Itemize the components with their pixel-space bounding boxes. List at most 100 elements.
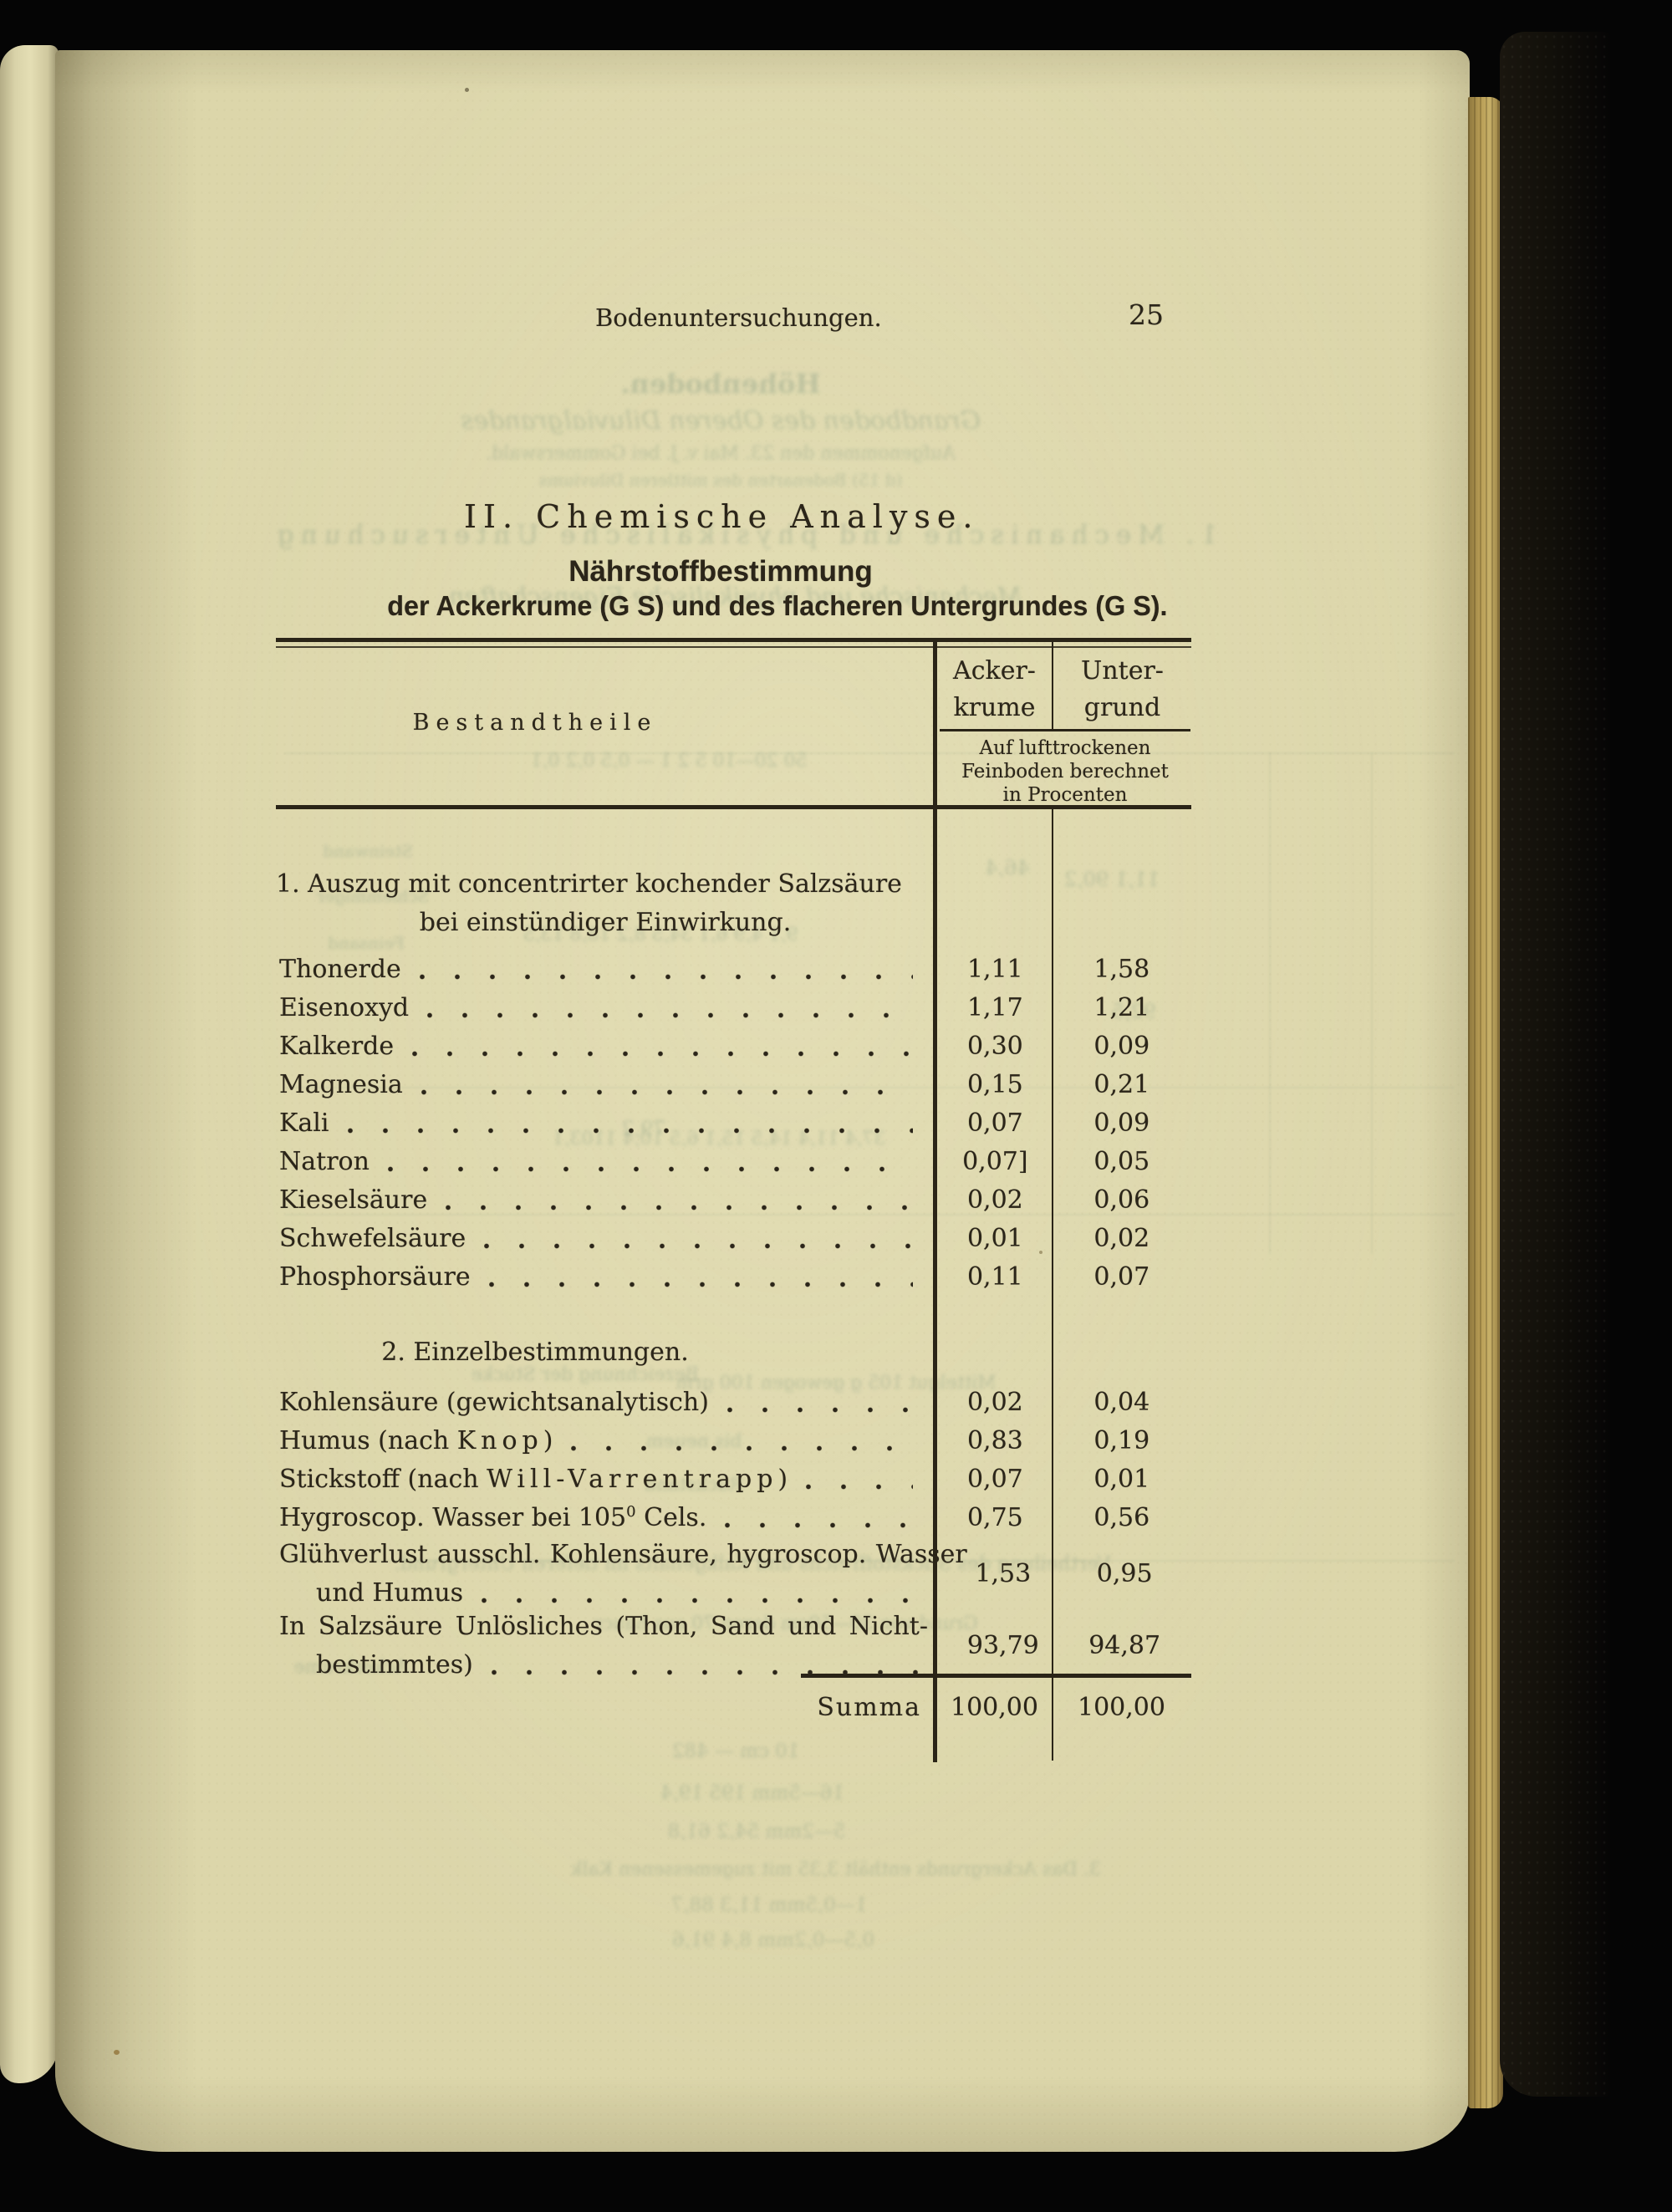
bleedthrough-text: 16—5mm 195 19,4	[660, 1782, 845, 1804]
table-row: Kalkerde 0,30 0,09	[276, 1032, 1191, 1062]
gutter-shadow	[55, 50, 1470, 2152]
row-label: Magnesia	[276, 1070, 938, 1100]
value-untergrund: 0,95	[1096, 1559, 1153, 1588]
value-ackerkrume: 0,07	[966, 1109, 1023, 1138]
value-untergrund: 0,05	[1093, 1147, 1150, 1176]
dot-leader	[491, 1669, 924, 1675]
value-ackerkrume: 1,17	[966, 993, 1023, 1022]
value-untergrund: 1,21	[1093, 993, 1150, 1022]
dot-leader	[571, 1445, 914, 1451]
dot-leader	[347, 1128, 914, 1134]
value-untergrund: 1,58	[1093, 955, 1150, 984]
dot-leader	[488, 1282, 914, 1287]
bleedthrough-text: 0,5—0,2mm 8,4 91,6	[671, 1929, 875, 1951]
paper-speck	[114, 2050, 120, 2055]
summa-label: Summa	[817, 1693, 921, 1722]
row-label: Hygroscop. Wasser bei 1050 Cels.	[276, 1503, 938, 1533]
value-ackerkrume: 0,02	[966, 1185, 1023, 1215]
dot-leader	[482, 1598, 924, 1603]
row-label: Natron	[276, 1147, 938, 1177]
row-label: Eisenoxyd	[276, 993, 938, 1023]
row-label: Kalkerde	[276, 1032, 938, 1062]
table-rule-top-thick	[276, 638, 1191, 642]
section-title: II. Chemische Analyse.	[464, 498, 980, 535]
value-untergrund: 94,87	[1088, 1631, 1161, 1660]
column-header-ackerkrume: krume	[953, 693, 1036, 722]
bleedthrough-rule	[284, 1087, 1455, 1088]
row-label: und Humus	[276, 1578, 948, 1608]
value-ackerkrume: 1,53	[975, 1559, 1032, 1588]
page-paper	[55, 50, 1470, 2152]
bleedthrough-rule	[284, 752, 1455, 754]
dot-leader	[806, 1484, 914, 1490]
value-ackerkrume: 0,11	[966, 1262, 1023, 1292]
bleedthrough-rule	[1371, 752, 1373, 1254]
table-caption-line1: Nährstoffbestimmung	[568, 555, 873, 588]
dot-leader	[421, 1089, 914, 1095]
row-label-line1: In Salzsäure Unlösliches (Thon, Sand und…	[279, 1612, 928, 1641]
table-caption-line2: der Ackerkrume (G S) und des flacheren U…	[387, 590, 1168, 621]
table-row: Eisenoxyd 1,17 1,21	[276, 993, 1191, 1023]
running-head: Bodenuntersuchungen.	[595, 303, 882, 332]
table-rule-header-bottom	[276, 805, 1191, 809]
row-label: Kali	[276, 1109, 938, 1139]
summa-untergrund: 100,00	[1078, 1693, 1165, 1722]
value-ackerkrume: 0,01	[966, 1224, 1023, 1253]
value-ackerkrume: 0,83	[966, 1426, 1023, 1455]
value-untergrund: 0,02	[1093, 1224, 1150, 1253]
summa-ackerkrume: 100,00	[951, 1693, 1038, 1722]
bleedthrough-text: (d 15) Bodenarten des mittleren Diluvium…	[538, 470, 903, 490]
table-row: Stickstoff (nach Will-Varrentrapp) 0,07 0,…	[276, 1465, 1191, 1495]
bleedthrough-rule	[284, 1560, 1455, 1562]
value-ackerkrume: 0,75	[966, 1503, 1023, 1532]
paper-speck	[465, 88, 469, 92]
page-stack-edge	[1468, 97, 1503, 2108]
value-untergrund: 0,07	[1093, 1262, 1150, 1292]
column-subheader: in Procenten	[1002, 784, 1128, 806]
dot-leader	[726, 1407, 914, 1413]
value-untergrund: 0,01	[1093, 1465, 1150, 1494]
row-label: Thonerde	[276, 955, 938, 985]
column-header-untergrund: grund	[1083, 693, 1161, 722]
facing-page-edge	[0, 45, 59, 2083]
bleedthrough-text: 1—0,5mm 11,3 88,7	[670, 1894, 868, 1916]
table-row: Humus (nach Knop) 0,83 0,19	[276, 1426, 1191, 1456]
row-label-line1: Glühverlust ausschl. Kohlensäure, hygros…	[279, 1540, 967, 1569]
bleedthrough-text: 5—2mm 54,2 61,8	[667, 1821, 846, 1842]
bleedthrough-text: Aufgenommen den 23. Mai v. J. bei Gommer…	[486, 443, 956, 464]
bleedthrough-rule	[284, 1214, 1455, 1216]
page-number: 25	[1129, 298, 1164, 331]
dot-leader	[446, 1205, 914, 1210]
paper-texture	[55, 50, 1470, 2152]
value-ackerkrume: 0,07	[966, 1465, 1023, 1494]
row-label: Kieselsäure	[276, 1185, 938, 1216]
section1-heading: 1. Auszug mit concentrirter kochender Sa…	[276, 869, 902, 899]
value-untergrund: 0,04	[1093, 1388, 1150, 1417]
row-label: Phosphorsäure	[276, 1262, 938, 1292]
value-ackerkrume: 93,79	[966, 1631, 1039, 1660]
dot-leader	[484, 1243, 914, 1249]
table-row: bestimmtes) 93,79 94,87	[276, 1631, 1191, 1680]
bleedthrough-text: 3. Das Ackergrunds enthält 3,35 mit zuge…	[571, 1859, 1101, 1880]
value-untergrund: 0,06	[1093, 1185, 1150, 1215]
paper-speck	[1039, 1251, 1042, 1254]
table-row: Kieselsäure 0,02 0,06	[276, 1185, 1191, 1216]
section1-heading: bei einstündiger Einwirkung.	[419, 908, 792, 937]
value-untergrund: 0,19	[1093, 1426, 1150, 1455]
table-row: Kali 0,07 0,09	[276, 1109, 1191, 1139]
table-rule-summa	[801, 1674, 1191, 1678]
row-label: Humus (nach Knop)	[276, 1426, 938, 1456]
value-untergrund: 0,09	[1093, 1109, 1150, 1138]
value-ackerkrume: 0,07]	[962, 1147, 1028, 1176]
table-rule-vertical-thin	[1052, 808, 1053, 1761]
bleedthrough-text: Höhenboden.	[620, 368, 821, 400]
value-ackerkrume: 0,15	[966, 1070, 1023, 1099]
row-label: Schwefelsäure	[276, 1224, 938, 1254]
bleedthrough-text: Grandboden des Oberen Diluvialgrandes	[461, 406, 981, 436]
column-header-ackerkrume: Acker-	[953, 656, 1036, 686]
value-untergrund: 0,09	[1093, 1032, 1150, 1061]
column-subheader: Feinboden berechnet	[961, 761, 1169, 782]
section2-heading: 2. Einzelbestimmungen.	[381, 1338, 689, 1367]
table-row: Thonerde 1,11 1,58	[276, 955, 1191, 985]
